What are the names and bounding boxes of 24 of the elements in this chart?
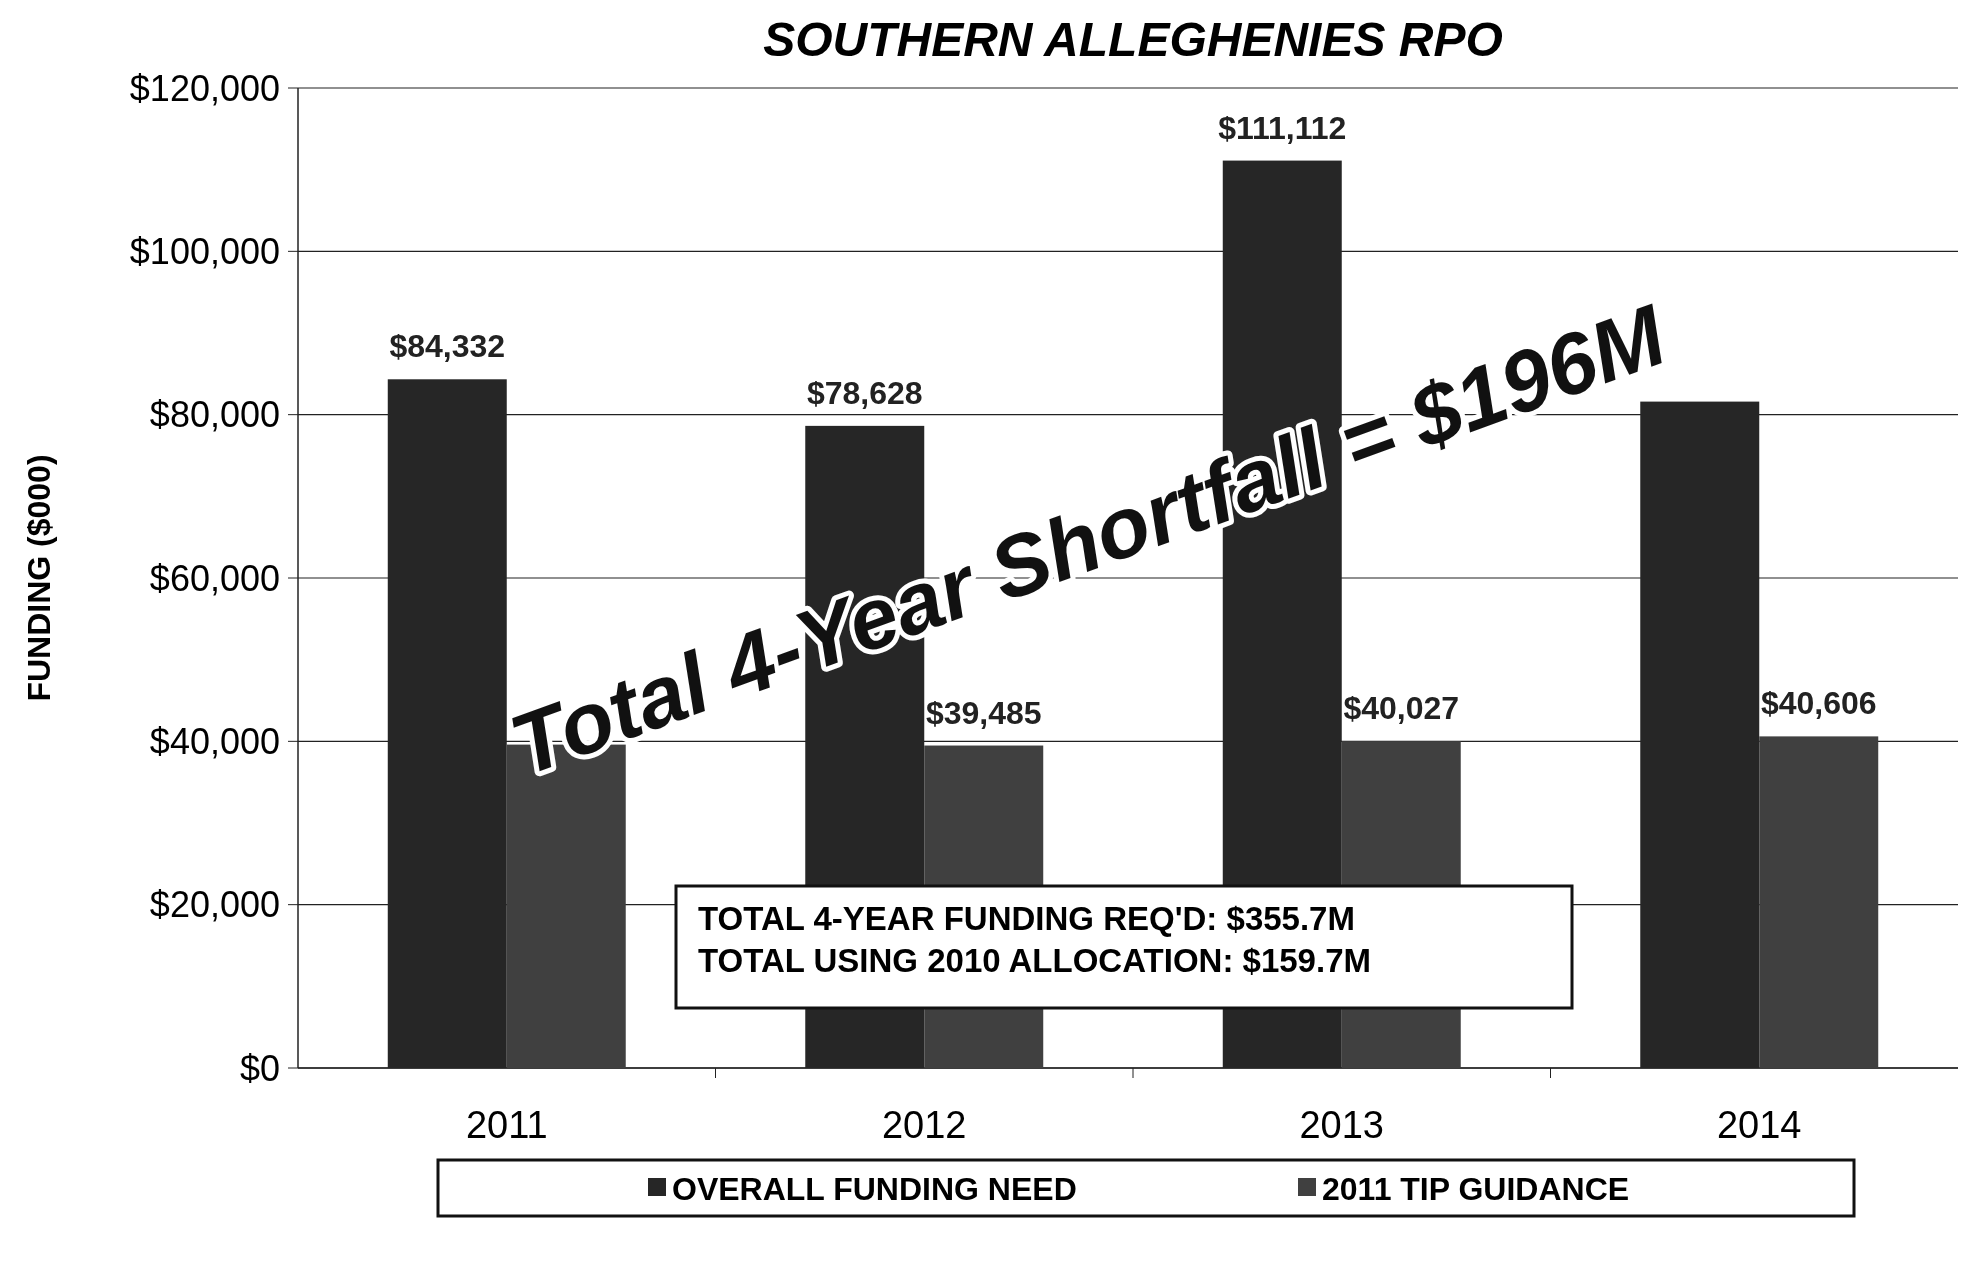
x-tick-label: 2011 — [465, 1104, 548, 1146]
y-tick-label: $120,000 — [129, 67, 280, 109]
y-tick-label: $80,000 — [149, 394, 280, 436]
data-label: $111,112 — [1218, 109, 1347, 146]
legend-label: OVERALL FUNDING NEED — [672, 1171, 1077, 1207]
y-tick-label: $20,000 — [149, 884, 280, 926]
chart-title: SOUTHERN ALLEGHENIES RPO — [763, 13, 1503, 66]
y-axis-title: FUNDING ($000) — [21, 454, 57, 702]
data-label: $40,027 — [1343, 690, 1460, 727]
annotation: TOTAL USING 2010 ALLOCATION: $159.7M — [698, 942, 1371, 979]
data-label: $40,606 — [1760, 685, 1877, 722]
data-label: $78,628 — [806, 374, 923, 411]
annotation: TOTAL 4-YEAR FUNDING REQ'D: $355.7M — [698, 900, 1355, 937]
x-tick-label: 2013 — [1299, 1104, 1385, 1146]
x-tick-label: 2012 — [881, 1104, 967, 1146]
y-tick-label: $100,000 — [129, 230, 280, 272]
legend-label: 2011 TIP GUIDANCE — [1322, 1171, 1630, 1207]
y-tick-label: $40,000 — [149, 720, 280, 762]
data-label: $84,332 — [389, 328, 506, 365]
y-tick-label: $0 — [239, 1047, 280, 1089]
data-label: $39,485 — [925, 694, 1042, 731]
y-tick-label: $60,000 — [149, 557, 280, 599]
x-tick-label: 2014 — [1716, 1104, 1802, 1146]
bar — [1759, 736, 1879, 1068]
